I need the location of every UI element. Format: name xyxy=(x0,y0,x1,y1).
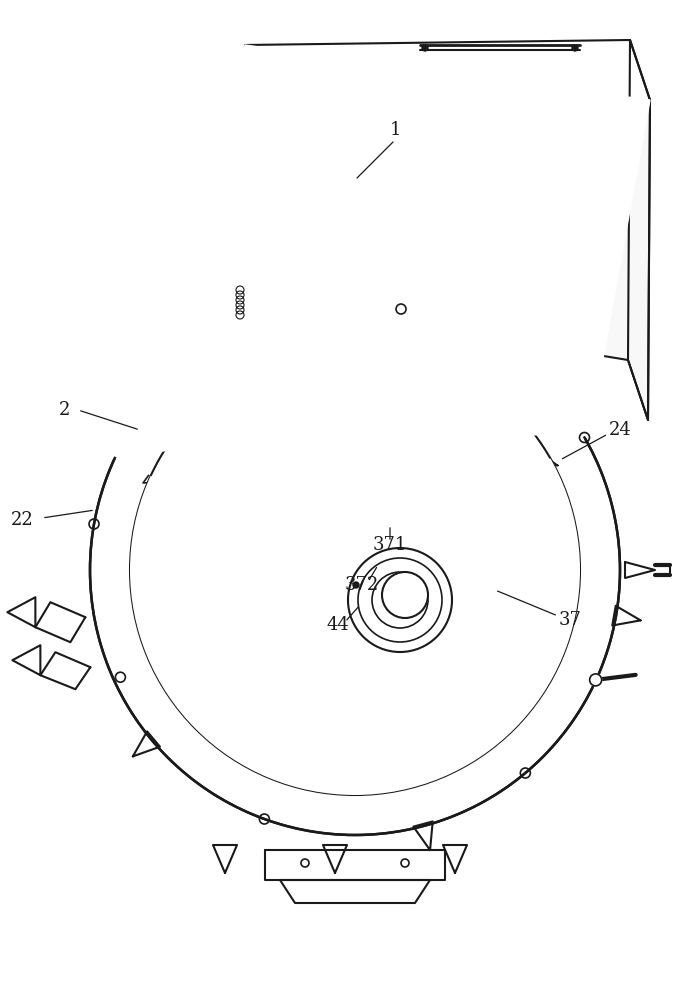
Polygon shape xyxy=(270,245,325,280)
Polygon shape xyxy=(245,40,650,105)
Polygon shape xyxy=(115,45,650,453)
Polygon shape xyxy=(150,365,176,391)
Text: 24: 24 xyxy=(609,421,631,439)
Circle shape xyxy=(589,674,602,686)
Text: 371: 371 xyxy=(373,536,407,554)
Polygon shape xyxy=(280,880,430,903)
Circle shape xyxy=(130,345,580,795)
Polygon shape xyxy=(375,440,515,630)
Polygon shape xyxy=(156,300,545,470)
Polygon shape xyxy=(323,845,347,873)
Text: 22: 22 xyxy=(10,511,33,529)
Circle shape xyxy=(90,305,620,835)
Circle shape xyxy=(348,548,452,652)
Wedge shape xyxy=(113,303,586,570)
Polygon shape xyxy=(40,652,90,689)
Polygon shape xyxy=(628,40,650,420)
Polygon shape xyxy=(213,845,237,873)
Polygon shape xyxy=(13,645,40,675)
Text: 1: 1 xyxy=(389,121,401,139)
Text: 44: 44 xyxy=(327,616,350,634)
Polygon shape xyxy=(380,672,420,687)
Polygon shape xyxy=(318,200,350,280)
Polygon shape xyxy=(443,845,467,873)
Polygon shape xyxy=(414,821,433,850)
Polygon shape xyxy=(268,190,300,270)
Text: 372: 372 xyxy=(345,576,379,594)
Polygon shape xyxy=(320,252,375,290)
Text: 37: 37 xyxy=(559,611,582,629)
Polygon shape xyxy=(350,200,375,262)
Circle shape xyxy=(382,572,428,618)
Polygon shape xyxy=(262,100,650,420)
Polygon shape xyxy=(8,597,35,627)
Polygon shape xyxy=(300,190,325,255)
Circle shape xyxy=(353,582,359,588)
Circle shape xyxy=(572,45,578,51)
Polygon shape xyxy=(516,348,541,375)
Polygon shape xyxy=(625,562,655,578)
Polygon shape xyxy=(612,606,641,626)
Polygon shape xyxy=(133,731,160,756)
Polygon shape xyxy=(35,602,85,642)
Polygon shape xyxy=(242,45,265,300)
Polygon shape xyxy=(265,850,445,880)
Circle shape xyxy=(422,45,428,51)
Text: 2: 2 xyxy=(59,401,71,419)
